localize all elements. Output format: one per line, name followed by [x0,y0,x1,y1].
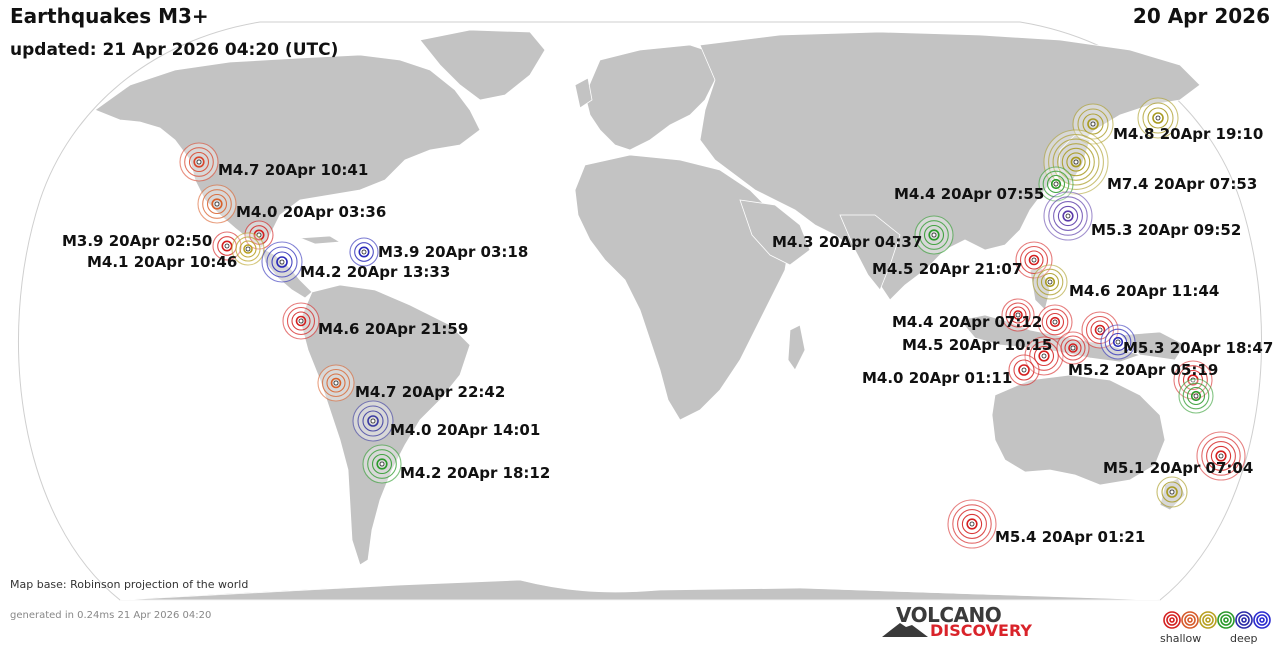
landmasses [94,29,1201,601]
updated-timestamp: updated: 21 Apr 2026 04:20 (UTC) [10,40,339,60]
earthquake-marker[interactable] [261,241,303,283]
quake-label[interactable]: M5.2 20Apr 05:19 [1068,361,1219,379]
antarctica [119,579,1161,601]
earthquake-marker[interactable] [914,215,954,255]
earthquake-marker[interactable] [1043,191,1093,241]
quake-label[interactable]: M4.6 20Apr 21:59 [318,320,469,338]
quake-label[interactable]: M5.3 20Apr 09:52 [1091,221,1242,239]
legend-ring [1199,611,1217,629]
asia [699,31,1201,301]
new-guinea [1119,331,1186,361]
quake-label[interactable]: M5.4 20Apr 01:21 [995,528,1146,546]
greenland [419,29,546,101]
quake-label[interactable]: M7.4 20Apr 07:53 [1107,175,1258,193]
south-america [299,284,471,566]
earthquake-marker[interactable] [1043,129,1109,195]
quake-label[interactable]: M4.5 20Apr 21:07 [872,260,1023,278]
quake-label[interactable]: M4.1 20Apr 10:46 [87,253,238,271]
british-isles [574,77,593,109]
logo-text-discovery: DISCOVERY [930,621,1033,640]
caribbean [299,235,342,245]
quake-label[interactable]: M4.3 20Apr 04:37 [772,233,923,251]
legend-ring [1253,611,1271,629]
map-title: Earthquakes M3+ [10,4,209,28]
earthquake-marker[interactable] [1037,304,1073,340]
volcano-discovery-logo[interactable]: VOLCANO DISCOVERY [880,603,1040,643]
earthquake-marker[interactable] [179,142,219,182]
earthquake-marker[interactable] [1196,431,1246,481]
quake-label[interactable]: M3.9 20Apr 02:50 [62,232,213,250]
legend-ring [1181,611,1199,629]
madagascar [787,324,806,371]
legend-ring [1163,611,1181,629]
earthquake-marker[interactable] [352,400,394,442]
quake-label[interactable]: M4.0 20Apr 14:01 [390,421,541,439]
earthquake-marker[interactable] [1072,103,1114,145]
quake-label[interactable]: M4.4 20Apr 07:55 [894,185,1045,203]
africa [574,154,791,421]
depth-legend: shallow deep [1158,606,1276,648]
earthquake-markers [179,97,1246,549]
quake-label[interactable]: M4.5 20Apr 10:15 [902,336,1053,354]
india [839,214,901,291]
earthquake-marker[interactable] [1178,378,1214,414]
earthquake-marker[interactable] [1156,476,1188,508]
logo-text-volcano: VOLCANO [896,603,1002,627]
earthquake-marker[interactable] [282,302,320,340]
earthquake-marker[interactable] [1137,97,1179,139]
australia [991,374,1166,486]
volcano-icon [882,623,928,637]
quake-label[interactable]: M3.9 20Apr 03:18 [378,243,529,261]
quake-label[interactable]: M4.7 20Apr 10:41 [218,161,369,179]
earthquake-marker[interactable] [362,444,402,484]
earthquake-marker[interactable] [1100,324,1136,360]
earthquake-marker[interactable] [1001,298,1035,332]
quake-label[interactable]: M4.2 20Apr 18:12 [400,464,551,482]
map-date: 20 Apr 2026 [1132,4,1270,28]
earthquake-marker[interactable] [947,499,997,549]
europe [584,44,721,151]
earthquake-marker[interactable] [1024,336,1064,376]
quake-label[interactable]: M4.2 20Apr 13:33 [300,263,451,281]
arabia [739,199,811,266]
quake-label[interactable]: M5.1 20Apr 07:04 [1103,459,1254,477]
legend-shallow-label: shallow [1160,632,1202,645]
quake-label[interactable]: M4.8 20Apr 19:10 [1113,125,1264,143]
map-base-note: Map base: Robinson projection of the wor… [10,578,249,591]
generated-note: generated in 0.24ms 21 Apr 2026 04:20 [10,610,212,621]
quake-label[interactable]: M4.4 20Apr 07:12 [892,313,1043,331]
north-america [94,54,481,249]
earthquake-marker[interactable] [349,237,379,267]
earthquake-marker[interactable] [1032,264,1068,300]
earthquake-marker[interactable] [1008,354,1040,386]
depth-legend-rings [1163,611,1271,629]
quake-label[interactable]: M4.6 20Apr 11:44 [1069,282,1220,300]
quake-label[interactable]: M5.3 20Apr 18:47 [1123,339,1274,357]
earthquake-marker[interactable] [197,184,237,224]
legend-ring [1235,611,1253,629]
quake-label[interactable]: M4.0 20Apr 03:36 [236,203,387,221]
quake-label[interactable]: M4.0 20Apr 01:11 [862,369,1013,387]
earthquake-marker[interactable] [317,364,355,402]
legend-deep-label: deep [1230,632,1258,645]
quake-label[interactable]: M4.7 20Apr 22:42 [355,383,506,401]
earthquake-marker[interactable] [1056,331,1090,365]
earthquake-marker[interactable] [231,232,265,266]
legend-ring [1217,611,1235,629]
